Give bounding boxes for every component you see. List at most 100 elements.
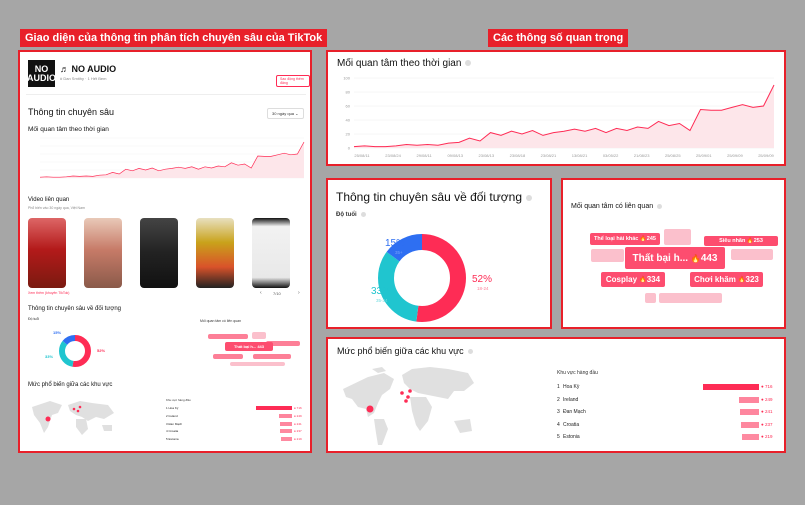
- x-tick-label: 25/08/25: [665, 153, 681, 158]
- related-chip[interactable]: [645, 293, 656, 303]
- audience-panel: Thông tin chuyên sâu về đối tượng Độ tuổ…: [326, 178, 552, 329]
- range-select[interactable]: 30 ngày qua ⌄: [267, 108, 304, 119]
- related-panel-title: Mối quan tâm có liên quan: [571, 203, 663, 210]
- related-panel: Mối quan tâm có liên quan Thể loại hài k…: [561, 178, 786, 329]
- video-thumbnail[interactable]: [140, 218, 178, 288]
- x-tick-label: 09/08/13: [447, 153, 463, 158]
- pager-next[interactable]: ›: [298, 290, 300, 296]
- related-chip[interactable]: Siêu nhân 🔥 253: [704, 236, 778, 246]
- age-25-34-label: 35-34: [376, 298, 388, 303]
- series-area: [354, 85, 774, 148]
- region-name: Croatia: [563, 421, 580, 428]
- flame-icon: 🔥: [746, 238, 754, 244]
- pager-prev[interactable]: ‹: [260, 290, 262, 296]
- x-tick-label: 21/08/23: [634, 153, 650, 158]
- age-18-24-percent: 52%: [472, 274, 493, 285]
- related-chip[interactable]: [591, 249, 624, 262]
- mini-region-bar: [279, 413, 292, 418]
- mini-region-row: 5 Estonia ● 219: [166, 437, 306, 442]
- mini-chip-label: Thất bại h...: [233, 344, 257, 349]
- related-chip[interactable]: Cosplay 🔥 334: [601, 272, 665, 287]
- related-chip[interactable]: [659, 293, 722, 303]
- chevron-down-icon: ⌄: [295, 111, 299, 116]
- donut-slice: [378, 234, 466, 322]
- age-18-24-label: 18-24: [477, 286, 489, 291]
- x-tick-label: 25/08/11: [354, 153, 370, 158]
- mini-age-52: 52%: [97, 348, 106, 353]
- chip-label: Chơi khăm: [694, 275, 736, 284]
- interest-panel: Mối quan tâm theo thời gian 100 80 60 40 20 0…: [326, 50, 786, 166]
- y-tick-label: 0: [348, 146, 351, 151]
- interest-title: Mối quan tâm theo thời gian: [28, 126, 109, 133]
- x-tick-label: 13/08/21: [572, 153, 588, 158]
- mini-age-33: 33%: [45, 354, 54, 359]
- mini-region-name: 2 Ireland: [166, 413, 178, 418]
- related-chip[interactable]: Thể loại hài khác 🔥 245: [590, 233, 660, 245]
- mini-region-name: 3 Đan Mạch: [166, 421, 183, 426]
- related-chip[interactable]: [664, 229, 691, 245]
- series-line: [353, 84, 775, 148]
- region-row: 5 Estonia ● 219: [557, 434, 777, 442]
- related-chip[interactable]: [731, 249, 773, 260]
- section-title: Thông tin chuyên sâu: [28, 107, 115, 117]
- mini-region-bar: [280, 437, 292, 442]
- interest-panel-title-text: Mối quan tâm theo thời gian: [337, 58, 462, 69]
- region-value: ● 241: [761, 409, 773, 414]
- age-35plus-percent: 15%: [385, 238, 406, 249]
- region-name: Hoa Kỳ: [563, 384, 580, 390]
- mini-chip[interactable]: [208, 334, 248, 339]
- mini-region-bar: [280, 429, 292, 434]
- chip-label: Thất bại h...: [632, 252, 689, 264]
- video-thumbnail[interactable]: [84, 218, 122, 288]
- divider: [26, 94, 306, 95]
- info-icon: [360, 212, 366, 217]
- x-tick-label: 25/09/09: [727, 153, 743, 158]
- age-25-34-percent: 33%: [371, 286, 392, 297]
- series-area: [40, 142, 304, 178]
- x-tick-label: 23/08/24: [385, 153, 401, 158]
- related-chip-main[interactable]: Thất bại h... 🔥 443: [625, 247, 725, 269]
- pager-label: 7/10: [273, 291, 281, 296]
- mini-region-name: 1 Hoa Kỳ: [166, 406, 179, 410]
- chip-count: 443: [700, 252, 718, 264]
- mini-region-name: 5 Estonia: [166, 437, 179, 442]
- sound-cover: NO AUDIO: [27, 60, 56, 87]
- mini-chip[interactable]: [213, 354, 243, 359]
- mini-chip[interactable]: [253, 354, 291, 359]
- related-panel-title-text: Mối quan tâm có liên quan: [571, 203, 654, 210]
- mini-chip[interactable]: [252, 332, 266, 339]
- x-tick-label: 23/08/21: [541, 153, 557, 158]
- mini-region-row: 3 Đan Mạch ● 241: [166, 421, 306, 427]
- x-tick-label: 23/08/18: [510, 153, 526, 158]
- mini-region-row: 4 Croatia ● 237: [166, 429, 306, 434]
- audience-title-mini: Thông tin chuyên sâu về đối tượng: [28, 306, 122, 312]
- mini-chip[interactable]: [266, 341, 300, 346]
- mini-chip[interactable]: [230, 362, 285, 366]
- flame-icon: 🔥: [690, 253, 701, 263]
- interest-chart: 100 80 60 40 20 025/08/11 23/08/24 29/08/11 09/0…: [343, 76, 775, 159]
- mini-region-value: ● 249: [294, 413, 302, 418]
- x-tick-label: 29/08/11: [417, 153, 433, 158]
- video-thumbnail[interactable]: [196, 218, 234, 288]
- flame-icon: 🔥: [639, 277, 647, 283]
- top-action-button[interactable]: Sao động thêm đăng: [276, 75, 310, 87]
- region-panel-title-text: Mức phổ biến giữa các khu vực: [337, 346, 464, 356]
- region-row: 2 Ireland ● 249: [557, 396, 777, 405]
- y-tick-label: 100: [343, 76, 350, 81]
- flame-icon: 🔥: [738, 277, 746, 283]
- related-title-mini: Mối quan tâm có liên quan: [200, 319, 242, 323]
- audience-panel-title: Thông tin chuyên sâu về đối tượng: [336, 190, 533, 204]
- related-chip[interactable]: Chơi khăm 🔥 323: [690, 272, 763, 287]
- region-bar: [739, 396, 759, 403]
- mini-chip-main[interactable]: Thất bại h... 443: [225, 342, 273, 351]
- region-bar: [739, 409, 759, 415]
- mini-region-bar: [256, 406, 292, 410]
- age-label: Độ tuổi: [336, 212, 366, 218]
- region-row: 4 Croatia ● 237: [557, 421, 777, 430]
- video-thumbnail[interactable]: [252, 218, 290, 288]
- region-name: Đan Mạch: [563, 409, 586, 415]
- videos-more-link[interactable]: Xem thêm (khuyên TikTok): [28, 291, 70, 295]
- video-thumbnail[interactable]: [28, 218, 66, 288]
- region-bar: [740, 421, 759, 428]
- region-value: ● 237: [761, 421, 773, 427]
